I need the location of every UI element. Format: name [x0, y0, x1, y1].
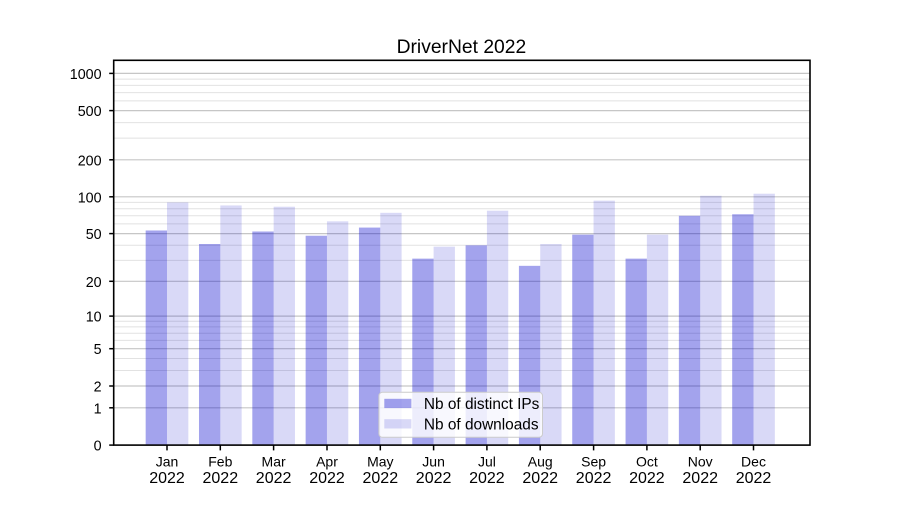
svg-text:2022: 2022 — [629, 470, 665, 487]
svg-text:2022: 2022 — [416, 470, 452, 487]
svg-text:Nb of distinct IPs: Nb of distinct IPs — [424, 396, 540, 413]
svg-text:Feb: Feb — [208, 453, 232, 469]
svg-text:DriverNet 2022: DriverNet 2022 — [397, 37, 527, 58]
svg-text:2: 2 — [94, 380, 102, 396]
svg-text:1: 1 — [94, 401, 102, 417]
svg-text:May: May — [367, 453, 393, 469]
svg-text:0: 0 — [94, 439, 102, 455]
svg-text:500: 500 — [78, 104, 102, 120]
svg-text:2022: 2022 — [576, 470, 612, 487]
svg-text:2022: 2022 — [149, 470, 185, 487]
svg-text:5: 5 — [94, 342, 102, 358]
svg-text:2022: 2022 — [256, 470, 292, 487]
svg-text:Jul: Jul — [478, 453, 496, 469]
svg-text:Jun: Jun — [422, 453, 445, 469]
svg-text:2022: 2022 — [203, 470, 239, 487]
svg-text:2022: 2022 — [736, 470, 772, 487]
svg-text:Oct: Oct — [636, 453, 658, 469]
svg-text:Apr: Apr — [316, 453, 338, 469]
svg-text:2022: 2022 — [469, 470, 505, 487]
svg-text:Jan: Jan — [156, 453, 179, 469]
svg-text:Aug: Aug — [528, 453, 553, 469]
svg-text:50: 50 — [86, 227, 102, 243]
svg-text:100: 100 — [78, 190, 102, 206]
svg-text:2022: 2022 — [682, 470, 718, 487]
svg-text:20: 20 — [86, 275, 102, 291]
svg-text:Nb of downloads: Nb of downloads — [424, 416, 539, 433]
svg-text:Nov: Nov — [688, 453, 713, 469]
svg-text:Mar: Mar — [262, 453, 286, 469]
svg-text:10: 10 — [86, 310, 102, 326]
svg-text:2022: 2022 — [363, 470, 399, 487]
svg-text:Sep: Sep — [581, 453, 606, 469]
svg-text:Dec: Dec — [741, 453, 766, 469]
svg-text:2022: 2022 — [309, 470, 345, 487]
svg-text:2022: 2022 — [522, 470, 558, 487]
svg-text:1000: 1000 — [70, 67, 102, 83]
svg-text:200: 200 — [78, 153, 102, 169]
